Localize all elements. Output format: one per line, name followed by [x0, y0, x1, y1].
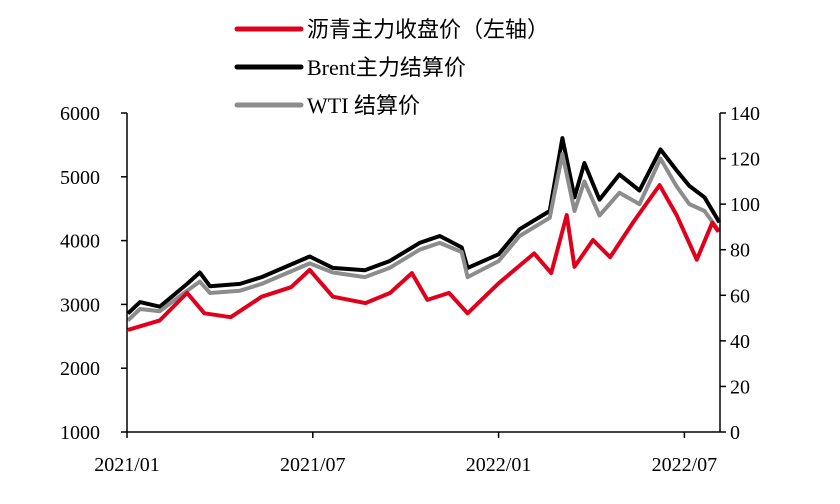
left-tick-label: 4000 — [60, 231, 100, 253]
right-tick-label: 140 — [730, 103, 760, 125]
left-tick-label: 3000 — [60, 294, 100, 316]
right-tick-label: 20 — [730, 376, 750, 398]
left-tick-label: 6000 — [60, 103, 100, 125]
right-tick-label: 0 — [730, 422, 740, 444]
axes: 1000 2000 3000 4000 5000 6000 0 20 40 60 80 100 120 1… — [60, 103, 760, 476]
series-line-wti — [126, 152, 722, 322]
left-tick-label: 1000 — [60, 422, 100, 444]
left-tick-label: 2000 — [60, 358, 100, 380]
legend-item-brent: Brent主力结算价 — [234, 55, 466, 80]
legend-label-brent: Brent主力结算价 — [307, 55, 466, 80]
right-tick-label: 120 — [730, 149, 760, 171]
legend-item-wti: WTI 结算价 — [234, 93, 420, 118]
legend-item-asphalt: 沥青主力收盘价（左轴） — [234, 17, 549, 42]
right-tick-label: 60 — [730, 285, 750, 307]
legend: 沥青主力收盘价（左轴） Brent主力结算价 WTI 结算价 — [234, 17, 549, 118]
right-tick-label: 100 — [730, 194, 760, 216]
right-tick-label: 40 — [730, 331, 750, 353]
series-line-asphalt — [127, 183, 721, 332]
legend-label-asphalt: 沥青主力收盘价（左轴） — [307, 17, 549, 42]
right-tick-label: 80 — [730, 240, 750, 262]
left-tick-label: 5000 — [60, 167, 100, 189]
x-tick-label: 2021/07 — [280, 454, 346, 476]
x-tick-label: 2021/01 — [94, 454, 160, 476]
legend-label-wti: WTI 结算价 — [307, 93, 420, 118]
x-tick-label: 2022/07 — [652, 454, 718, 476]
series-layer — [126, 136, 722, 332]
x-tick-label: 2022/01 — [466, 454, 532, 476]
